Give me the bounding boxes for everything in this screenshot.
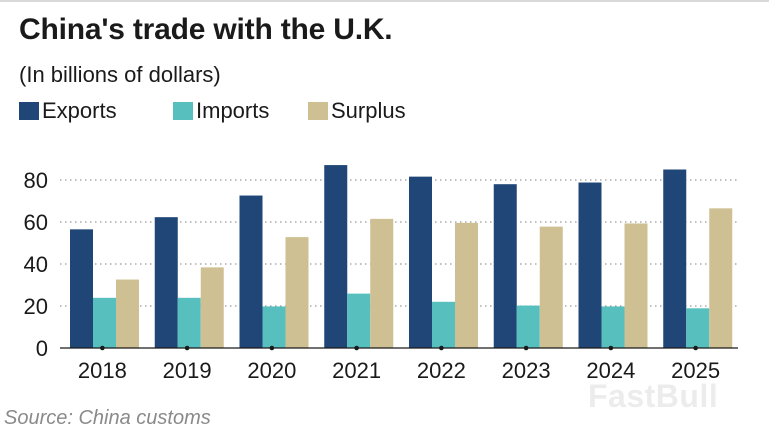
bar-surplus-2025 <box>709 208 733 348</box>
top-rule <box>0 0 769 2</box>
source-note: Source: China customs <box>4 407 211 429</box>
bar-exports-2023 <box>493 184 517 348</box>
x-tick-label-2019: 2019 <box>163 358 212 383</box>
bar-exports-2020 <box>239 195 263 348</box>
y-tick-label-80: 80 <box>24 168 48 193</box>
bar-imports-2020 <box>262 306 286 348</box>
y-tick-label-20: 20 <box>24 294 48 319</box>
bar-exports-2022 <box>409 176 432 348</box>
bar-surplus-2022 <box>455 222 478 348</box>
bar-surplus-2024 <box>624 223 648 348</box>
bars <box>70 165 733 348</box>
legend-label-surplus: Surplus <box>331 98 406 123</box>
x-tick-label-2023: 2023 <box>502 358 551 383</box>
x-tick-label-2018: 2018 <box>78 358 127 383</box>
chart-title: China's trade with the U.K. <box>19 13 393 46</box>
bar-imports-2025 <box>686 308 710 348</box>
x-tick-label-2024: 2024 <box>586 358 635 383</box>
watermark: FastBull <box>588 378 719 414</box>
bar-imports-2022 <box>432 301 455 348</box>
bar-exports-2019 <box>154 217 178 348</box>
axis-labels: 0 20 40 60 80 2018 2019 2020 2021 2022 2023 2024 202… <box>24 168 721 383</box>
x-tick-label-2020: 2020 <box>247 358 296 383</box>
bar-imports-2021 <box>347 293 371 348</box>
x-tick-label-2022: 2022 <box>417 358 466 383</box>
bar-surplus-2020 <box>285 237 309 348</box>
bar-exports-2021 <box>324 165 348 348</box>
y-tick-label-60: 60 <box>24 210 48 235</box>
legend-item-exports: Exports <box>19 98 117 124</box>
bar-imports-2024 <box>601 306 625 348</box>
y-tick-label-40: 40 <box>24 252 48 277</box>
x-tick-label-2021: 2021 <box>332 358 381 383</box>
bar-imports-2019 <box>177 297 201 348</box>
bar-imports-2018 <box>93 297 116 348</box>
bar-exports-2024 <box>578 182 602 348</box>
bar-imports-2023 <box>516 305 540 348</box>
legend-item-surplus: Surplus <box>308 98 406 124</box>
legend-swatch-surplus <box>308 102 328 120</box>
y-tick-label-0: 0 <box>36 336 48 361</box>
legend: Exports Imports Surplus <box>19 98 759 124</box>
bar-surplus-2021 <box>370 218 394 348</box>
bar-exports-2018 <box>70 229 93 348</box>
legend-item-imports: Imports <box>173 98 269 124</box>
legend-label-exports: Exports <box>42 98 117 123</box>
bar-surplus-2018 <box>116 279 139 348</box>
bar-surplus-2019 <box>200 267 224 348</box>
legend-label-imports: Imports <box>196 98 270 123</box>
x-tick-label-2025: 2025 <box>671 358 720 383</box>
bar-exports-2025 <box>663 169 687 348</box>
bar-surplus-2023 <box>539 226 563 348</box>
axes <box>60 345 738 351</box>
chart-subtitle: (In billions of dollars) <box>19 62 221 87</box>
legend-swatch-exports <box>19 102 39 120</box>
legend-swatch-imports <box>173 102 193 120</box>
